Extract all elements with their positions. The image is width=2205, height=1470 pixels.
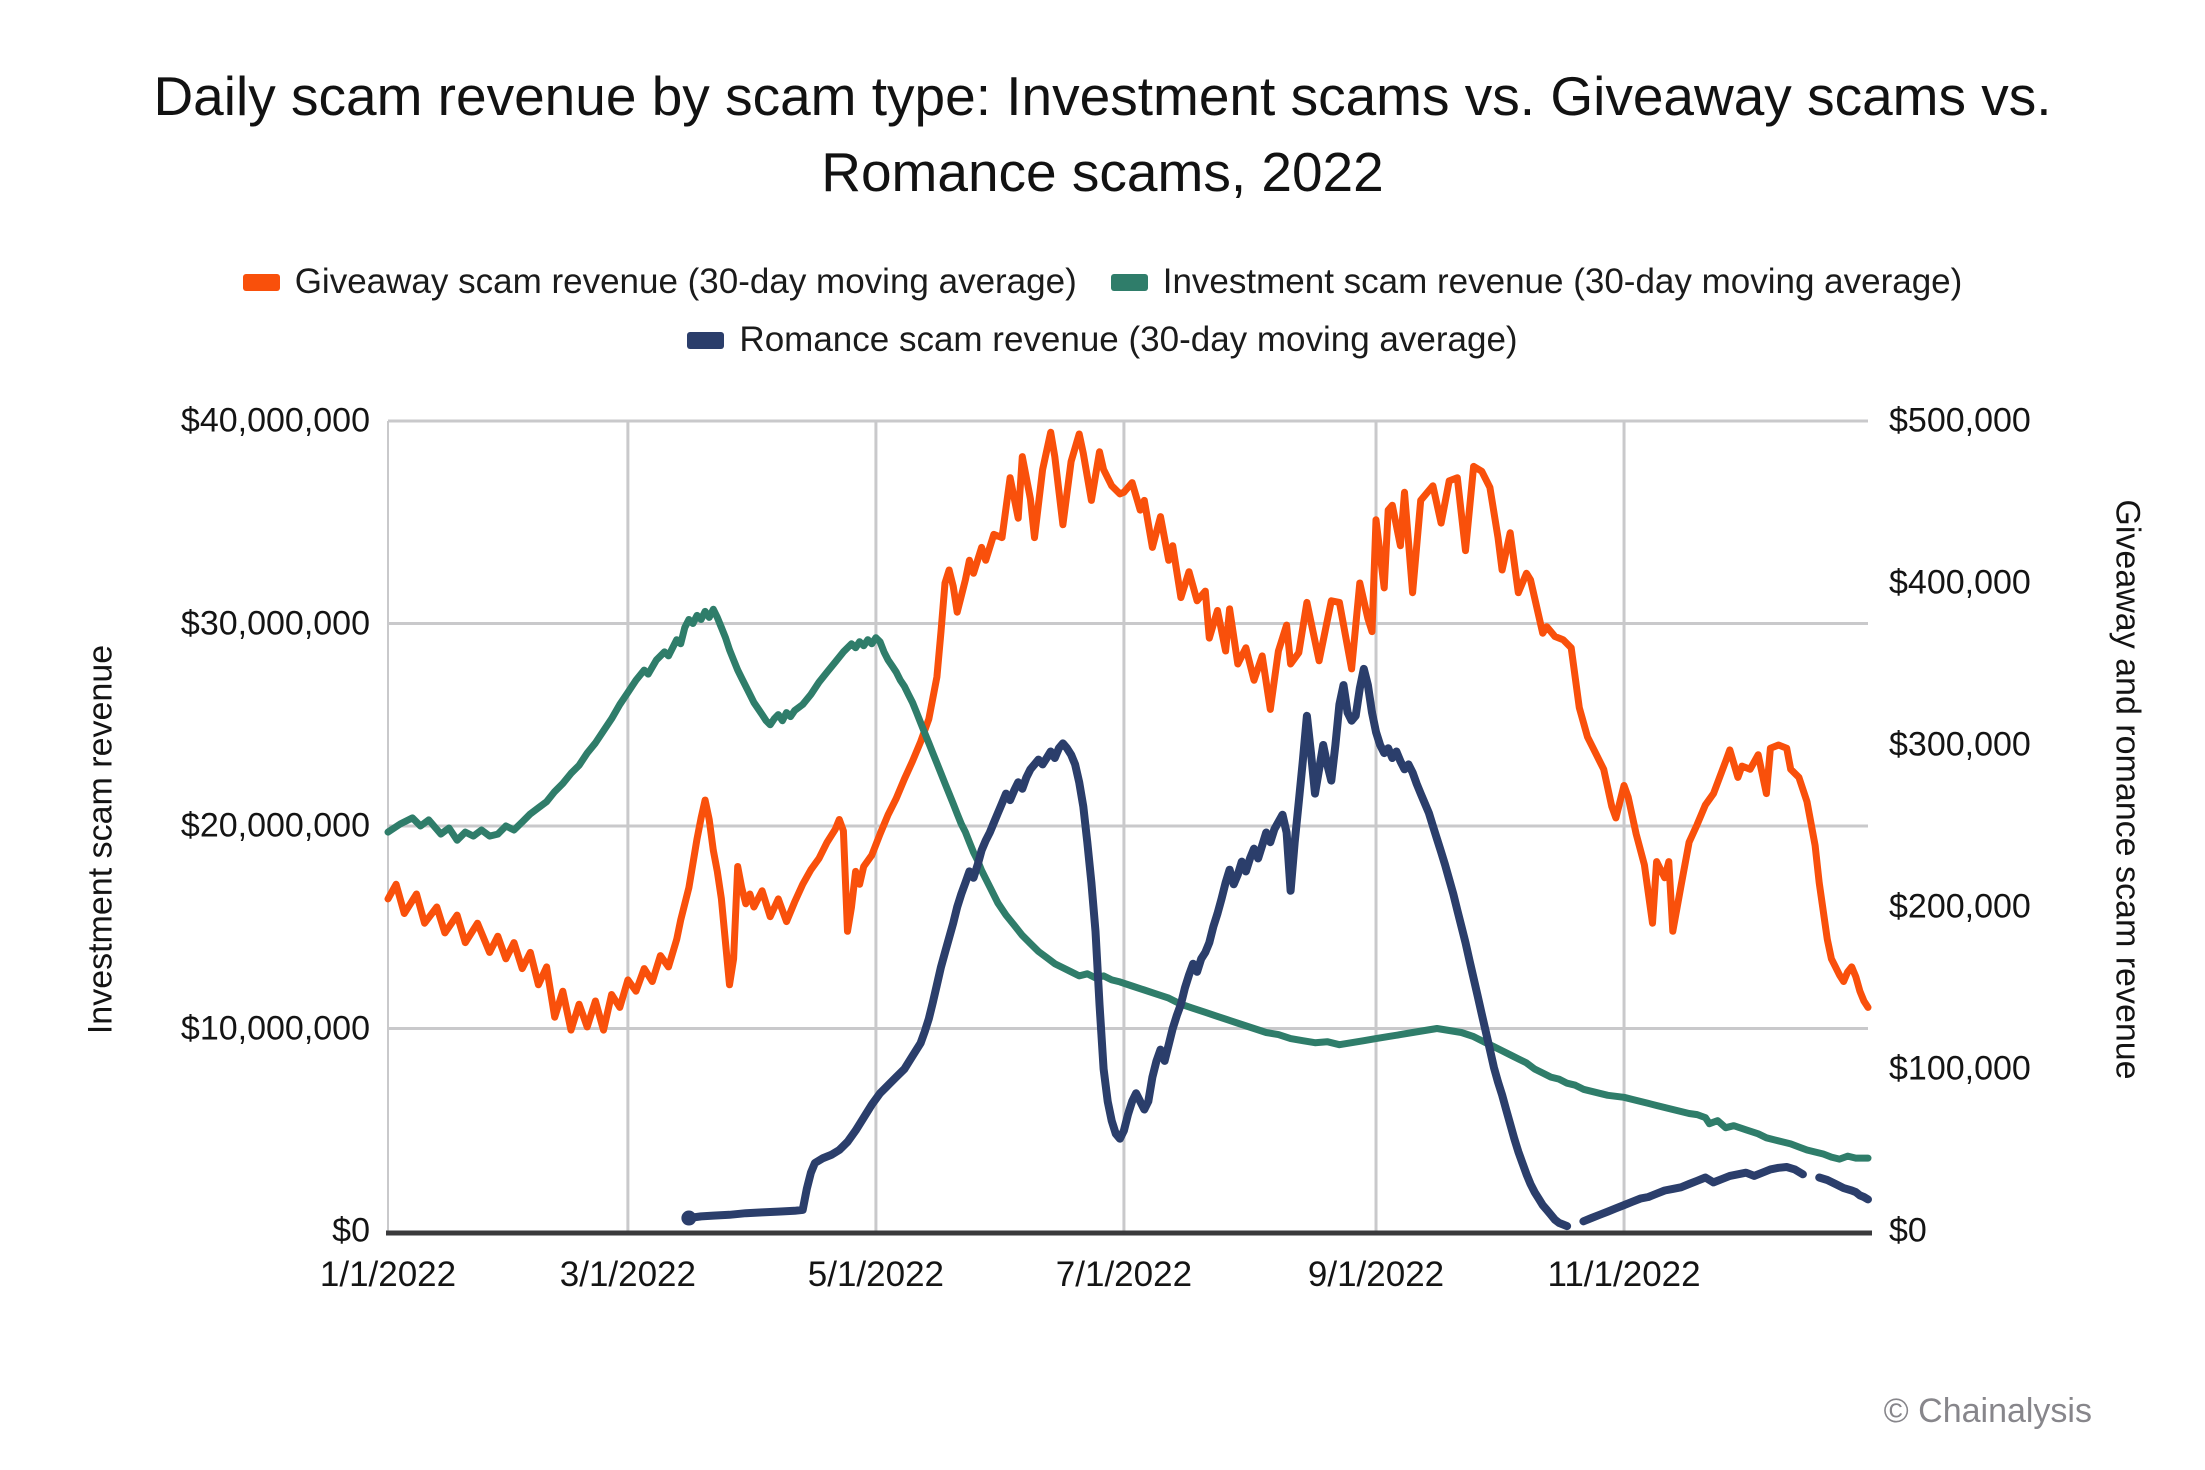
- legend-item-romance: Romance scam revenue (30-day moving aver…: [687, 320, 1518, 360]
- x-axis-tick-label: 9/1/2022: [1307, 1255, 1445, 1294]
- investment-legend-swatch: [1110, 273, 1148, 291]
- romance-line: [1815, 1173, 1872, 1204]
- left-axis-tick-label: $0: [332, 1211, 370, 1250]
- romance-legend-swatch: [687, 331, 725, 349]
- left-axis-tick-label: $40,000,000: [180, 401, 370, 440]
- legend-row-2: Romance scam revenue (30-day moving aver…: [0, 320, 2205, 360]
- romance-start-dot: [681, 1210, 697, 1226]
- romance-legend-label: Romance scam revenue (30-day moving aver…: [739, 320, 1518, 359]
- right-axis-tick-label: $0: [1889, 1211, 1927, 1250]
- right-axis-tick-label: $200,000: [1889, 887, 2031, 926]
- legend-item-investment: Investment scam revenue (30-day moving a…: [1110, 262, 1963, 302]
- chainalysis-watermark: © Chainalysis: [1883, 1392, 2092, 1430]
- right-axis-tick-label: $100,000: [1889, 1049, 2031, 1088]
- right-axis-tick-label: $300,000: [1889, 725, 2031, 764]
- legend-row-1: Giveaway scam revenue (30-day moving ave…: [0, 262, 2205, 302]
- left-axis-title: Investment scam revenue: [81, 644, 120, 1035]
- left-axis-tick-label: $30,000,000: [180, 604, 370, 642]
- right-axis-tick-label: $400,000: [1889, 563, 2031, 602]
- x-axis-tick-label: 11/1/2022: [1547, 1255, 1701, 1294]
- romance-line: [684, 664, 1572, 1231]
- legend-item-giveaway: Giveaway scam revenue (30-day moving ave…: [242, 262, 1077, 302]
- chart-title-line2: Romance scams, 2022: [821, 141, 1384, 203]
- giveaway-legend-label: Giveaway scam revenue (30-day moving ave…: [294, 262, 1077, 301]
- left-axis-tick-label: $20,000,000: [180, 806, 370, 845]
- left-axis-tick-label: $10,000,000: [180, 1009, 370, 1047]
- investment-legend-label: Investment scam revenue (30-day moving a…: [1162, 262, 1963, 301]
- investment-line: [384, 605, 1872, 1163]
- giveaway-line: [384, 428, 1872, 1034]
- giveaway-legend-swatch: [242, 273, 280, 291]
- chart-title-line1: Daily scam revenue by scam type: Investm…: [153, 65, 2052, 127]
- chart-title: Daily scam revenue by scam type: Investm…: [0, 58, 2205, 210]
- romance-line: [1579, 1163, 1807, 1226]
- x-axis-tick-label: 3/1/2022: [559, 1255, 696, 1294]
- x-axis-tick-label: 1/1/2022: [319, 1255, 457, 1294]
- x-axis-tick-label: 5/1/2022: [807, 1255, 945, 1294]
- x-axis-tick-label: 7/1/2022: [1055, 1255, 1193, 1294]
- right-axis-tick-label: $500,000: [1889, 401, 2031, 440]
- right-axis-title: Giveaway and romance scam revenue: [2108, 499, 2147, 1080]
